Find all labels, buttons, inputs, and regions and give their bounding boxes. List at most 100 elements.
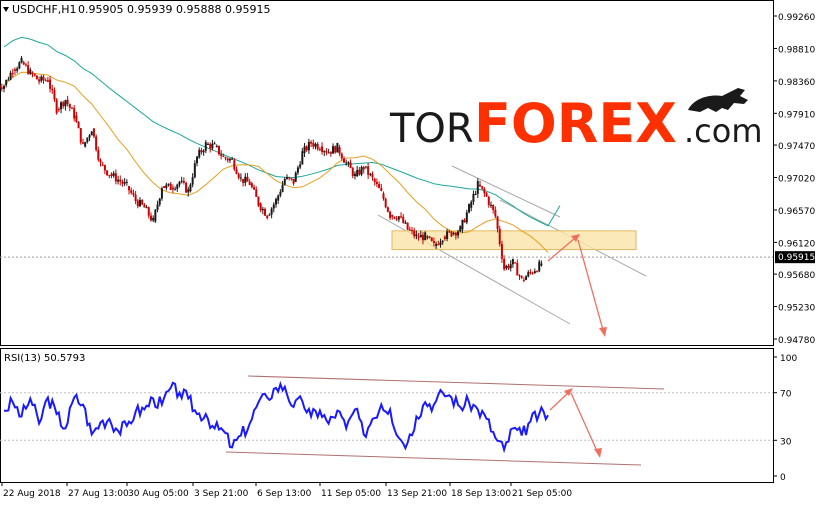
rsi-forecast-down-arrow	[570, 392, 598, 452]
candle-body	[353, 173, 356, 177]
time-tick-label: 3 Sep 21:00	[194, 489, 249, 499]
candle-body	[389, 211, 392, 218]
price-tick-label: 0.97470	[778, 142, 815, 152]
candle-body	[235, 169, 238, 174]
candle-body	[450, 231, 453, 237]
time-tick-label: 22 Aug 2018	[3, 489, 61, 499]
candle-body	[424, 232, 427, 241]
candle-body	[248, 181, 251, 185]
rsi-channel-lower	[225, 451, 642, 466]
candle-body	[119, 179, 122, 182]
candle-body	[373, 178, 376, 183]
candle-body	[529, 272, 532, 274]
candle-body	[46, 80, 49, 82]
candle-body	[496, 216, 499, 229]
candle-body	[426, 236, 429, 238]
support-zone	[391, 230, 637, 251]
candle-body	[356, 169, 359, 177]
candle-body	[305, 146, 308, 151]
rsi-forecast-down-arrowhead	[594, 448, 602, 458]
candle-body	[224, 157, 227, 159]
symbol-label: USDCHF,H1	[12, 3, 77, 16]
candle-body	[139, 199, 141, 207]
candle-body	[250, 183, 253, 188]
time-tick-label: 6 Sep 13:00	[257, 489, 312, 499]
candles	[0, 56, 543, 283]
candle-body	[196, 156, 199, 164]
candle-body	[351, 168, 354, 177]
candle-body	[439, 242, 442, 245]
candle-body	[402, 216, 405, 223]
candle-body	[246, 176, 249, 182]
candle-body	[128, 186, 131, 191]
candle-body	[391, 214, 394, 217]
candle-body	[321, 146, 324, 153]
price-tick-label: 0.98810	[778, 45, 815, 55]
rsi-line	[3, 380, 549, 454]
candle-body	[386, 207, 389, 212]
candle-body	[226, 158, 229, 161]
rsi-panel-frame	[0, 348, 774, 483]
candle-body	[527, 272, 530, 277]
candle-body	[75, 115, 78, 122]
forecast-up-arrow	[547, 237, 576, 262]
candle-body	[101, 164, 104, 166]
candle-body	[33, 74, 36, 76]
torforex-logo: TOR FOREX .com	[389, 88, 763, 155]
candle-body	[84, 142, 87, 147]
candle-body	[42, 76, 45, 81]
candle-body	[487, 196, 490, 205]
rsi-tick-label: 0	[780, 473, 786, 483]
candle-body	[408, 229, 411, 231]
candle-body	[525, 276, 528, 280]
candle-body	[123, 182, 126, 184]
price-forecast-arrows	[547, 234, 607, 337]
candle-body	[340, 153, 343, 159]
time-tick-label: 18 Sep 13:00	[451, 489, 511, 499]
triangle-down-icon[interactable]	[3, 7, 9, 12]
time-axis: 22 Aug 2018 27 Aug 13:00 30 Aug 05:00 3 Sep…	[1, 482, 572, 499]
candle-body	[413, 230, 416, 237]
candle-body	[134, 194, 137, 202]
candle-body	[514, 262, 517, 264]
current-price-box	[775, 251, 815, 264]
candle-body	[283, 178, 286, 185]
candle-body	[13, 69, 16, 71]
time-tick-label: 21 Sep 05:00	[512, 489, 572, 499]
candle-body	[202, 150, 205, 153]
candle-body	[272, 204, 275, 209]
candle-body	[244, 176, 247, 183]
candle-body	[213, 143, 216, 145]
candle-body	[264, 208, 267, 216]
candle-body	[285, 177, 288, 179]
candle-body	[314, 143, 317, 147]
candle-body	[327, 152, 330, 154]
candle-body	[220, 154, 223, 156]
candle-body	[452, 232, 455, 234]
candle-body	[182, 180, 185, 183]
rsi-forecast-up-arrowhead	[564, 388, 573, 396]
candle-body	[176, 184, 179, 189]
candle-body	[522, 279, 525, 281]
candle-body	[457, 231, 460, 236]
candle-body	[114, 173, 117, 182]
candle-body	[279, 191, 282, 196]
candle-body	[481, 186, 484, 189]
candle-body	[338, 147, 341, 154]
candle-body	[38, 79, 41, 82]
candle-body	[435, 243, 438, 246]
candle-body	[20, 57, 23, 63]
candle-body	[509, 264, 512, 269]
candle-body	[160, 188, 163, 199]
candle-body	[215, 145, 218, 147]
candle-body	[323, 151, 326, 153]
logo-tor: TOR	[389, 106, 474, 152]
candle-body	[465, 212, 468, 223]
candle-body	[171, 187, 174, 190]
candle-body	[3, 85, 5, 89]
candle-body	[479, 184, 481, 187]
candle-body	[489, 204, 492, 206]
ma-fast-line	[3, 71, 549, 253]
